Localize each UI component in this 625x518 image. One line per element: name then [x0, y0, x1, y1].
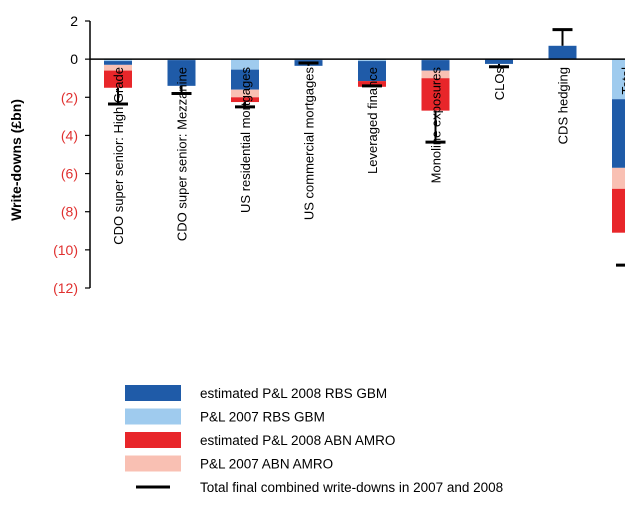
y-tick-label: (10) — [53, 242, 78, 258]
y-tick-label: (2) — [61, 89, 78, 105]
y-tick-label: (4) — [61, 127, 78, 143]
bar-segment — [421, 60, 450, 71]
bar-segment — [167, 60, 196, 86]
legend-swatch — [125, 432, 181, 448]
category-label: Monoline exposures — [429, 67, 444, 184]
legend-label: P&L 2007 ABN AMRO — [200, 457, 333, 472]
category-label: CDO super senior: High Grade — [111, 67, 126, 245]
bar-segment — [231, 89, 259, 98]
bar-segment — [358, 59, 386, 62]
category-label: CDO super senior: Mezzanine — [175, 67, 190, 241]
y-tick-label: (6) — [61, 166, 78, 182]
y-axis — [85, 20, 91, 289]
legend-swatch — [125, 385, 181, 401]
legend: estimated P&L 2008 RBS GBM P&L 2007 RBS G… — [125, 385, 503, 495]
bar-segment — [104, 70, 132, 88]
bar-segment — [231, 69, 259, 90]
bar-segment — [104, 64, 132, 71]
bar-segment — [231, 97, 259, 103]
bar-segment — [485, 59, 513, 64]
bar-segment — [612, 59, 625, 100]
legend-swatch — [125, 408, 181, 425]
category-label: US residential mortgages — [238, 67, 253, 213]
bar-segment — [358, 61, 386, 82]
bar-segment — [612, 167, 625, 189]
legend-label: P&L 2007 RBS GBM — [200, 410, 325, 425]
category-label: CLOs — [492, 67, 507, 101]
y-tick-label: 0 — [70, 51, 78, 67]
bar-segment — [104, 59, 132, 62]
bar-segment — [421, 78, 450, 111]
legend-label: estimated P&L 2008 RBS GBM — [200, 386, 387, 401]
total-markers — [108, 28, 625, 267]
category-label: US commercial mortgages — [302, 67, 317, 221]
y-tick-label: 2 — [70, 13, 78, 29]
legend-label: Total final combined write-downs in 2007… — [200, 480, 503, 495]
bar-segment — [612, 188, 625, 233]
bars — [104, 45, 625, 233]
bar-segment — [421, 70, 450, 79]
category-labels: CDO super senior: High Grade CDO super se… — [111, 67, 625, 245]
legend-swatch — [125, 455, 181, 472]
y-tick-label: (8) — [61, 204, 78, 220]
category-label: Leveraged finance — [365, 67, 380, 174]
y-tick-label: (12) — [53, 280, 78, 296]
bar-segment — [104, 61, 132, 65]
bar-segment — [548, 45, 577, 60]
bar-segment — [612, 99, 625, 168]
y-axis-title: Write-downs (£bn) — [8, 99, 24, 221]
category-label: Total — [619, 67, 625, 95]
legend-label: estimated P&L 2008 ABN AMRO — [200, 433, 395, 448]
bar-segment — [231, 59, 259, 70]
bar-segment — [358, 81, 386, 87]
category-label: CDS hedging — [556, 67, 571, 144]
y-tick-labels: 2 0 (2) (4) (6) (8) (10) (12) — [53, 13, 78, 296]
